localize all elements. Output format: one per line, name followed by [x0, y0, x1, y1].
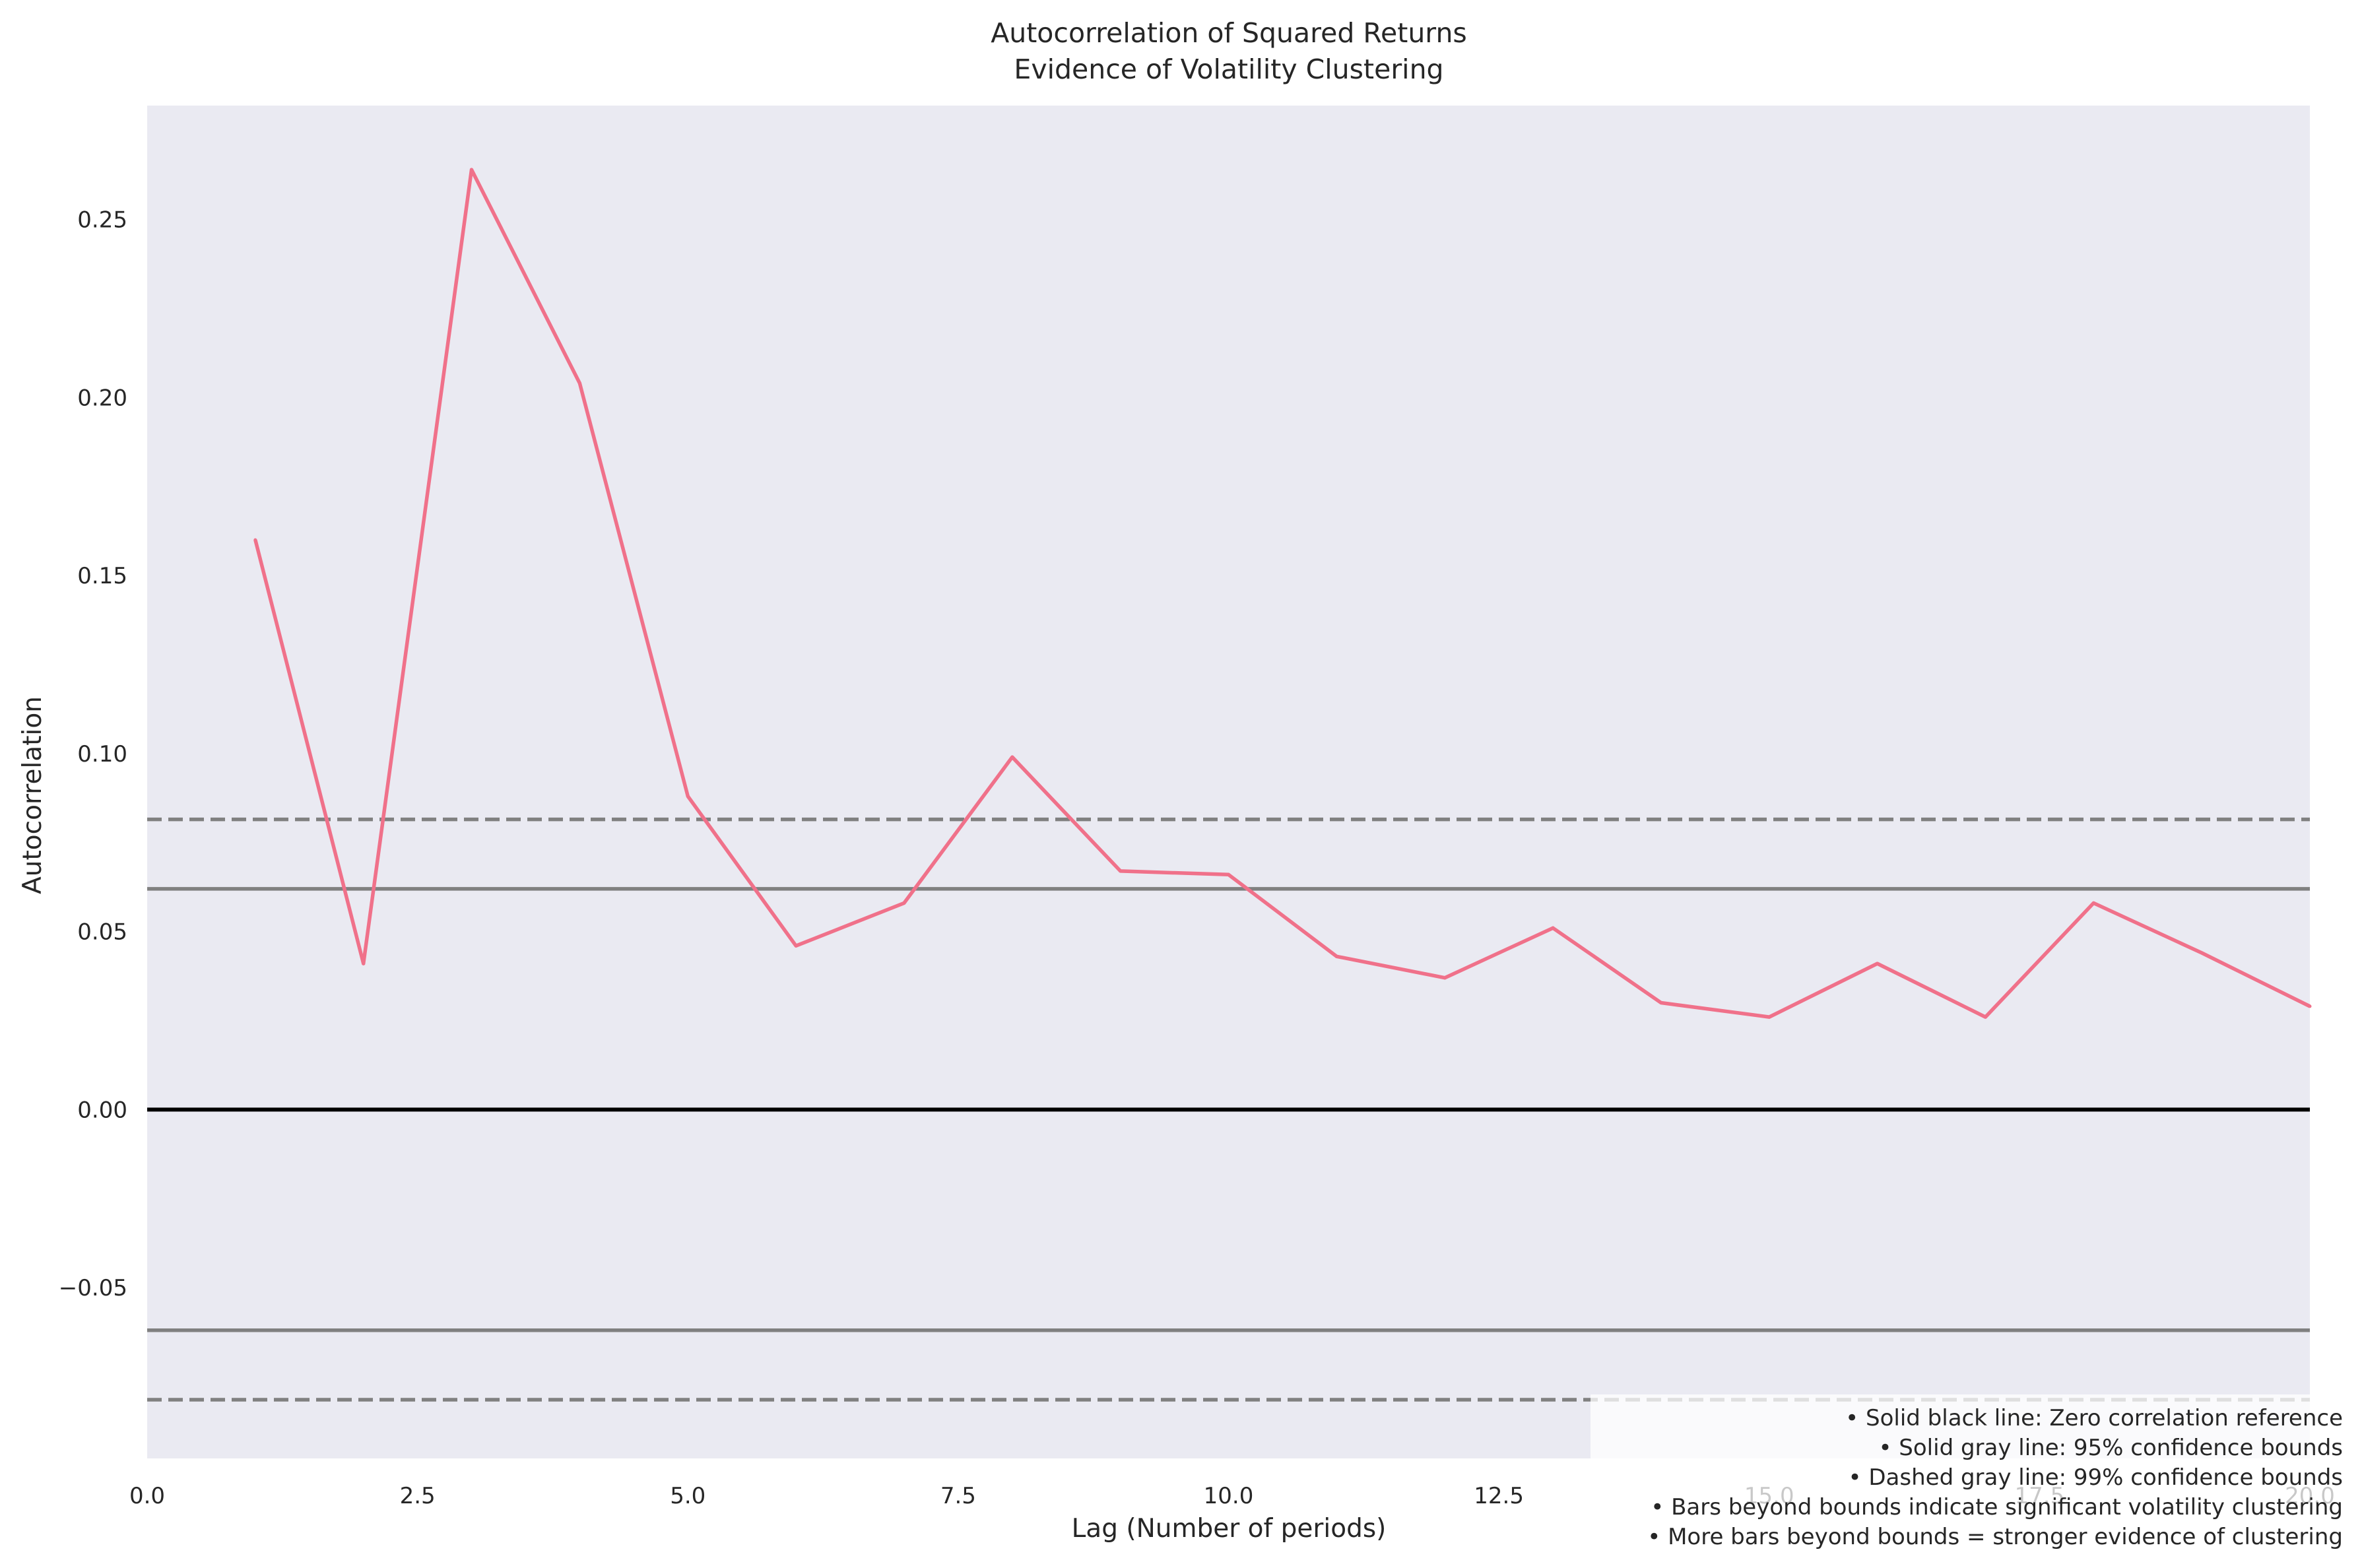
- data-point: [577, 381, 581, 385]
- data-point: [2200, 951, 2204, 955]
- data-point: [470, 168, 474, 172]
- series-layer: [253, 168, 2312, 1019]
- plot-area: [147, 106, 2310, 1458]
- x-tick-label: 7.5: [940, 1483, 976, 1509]
- y-tick-label: 0.05: [77, 919, 127, 946]
- annotation-line: • Solid gray line: 95% confidence bounds: [1878, 1435, 2343, 1461]
- annotation-line: • More bars beyond bounds = stronger evi…: [1647, 1524, 2343, 1550]
- annotation-background: [1591, 1394, 2349, 1561]
- data-point: [1767, 1015, 1771, 1019]
- y-tick-label: 0.15: [77, 563, 127, 589]
- series-line: [253, 168, 2311, 1019]
- x-tick-label: 10.0: [1204, 1483, 1254, 1509]
- x-axis-label: Lag (Number of periods): [1072, 1514, 1387, 1544]
- x-tick-label: 0.0: [129, 1483, 165, 1509]
- data-point: [794, 944, 798, 948]
- chart-subtitle-line: Evidence of Volatility Clustering: [1014, 53, 1443, 85]
- data-point: [1551, 926, 1555, 930]
- data-point: [1227, 872, 1230, 876]
- data-point: [902, 901, 906, 905]
- data-point: [362, 962, 366, 965]
- chart-title-line: Autocorrelation of Squared Returns: [991, 17, 1467, 49]
- data-point: [1334, 954, 1338, 958]
- x-tick-label: 12.5: [1474, 1483, 1524, 1509]
- annotation-line: • Solid black line: Zero correlation ref…: [1845, 1405, 2343, 1431]
- y-tick-label: −0.05: [59, 1275, 127, 1301]
- data-point: [1119, 869, 1123, 873]
- annotation-box: • Solid black line: Zero correlation ref…: [1591, 1394, 2349, 1561]
- data-point: [253, 538, 257, 542]
- data-point: [1443, 976, 1447, 980]
- y-tick-label: 0.20: [77, 385, 127, 411]
- x-tick-label: 2.5: [400, 1483, 436, 1509]
- y-axis-label: Autocorrelation: [18, 696, 48, 894]
- data-point: [1659, 1000, 1663, 1004]
- data-point: [1983, 1015, 1987, 1019]
- y-axis-ticks: −0.05 0.00 0.05 0.10 0.15 0.20 0.25: [59, 207, 127, 1301]
- data-point: [686, 795, 690, 799]
- x-tick-label: 5.0: [670, 1483, 705, 1509]
- y-tick-label: 0.25: [77, 207, 127, 234]
- data-point: [1010, 755, 1014, 759]
- y-tick-label: 0.10: [77, 741, 127, 768]
- annotation-line: • Bars beyond bounds indicate significan…: [1651, 1494, 2343, 1520]
- chart-title: Autocorrelation of Squared Returns Evide…: [991, 17, 1467, 85]
- data-point: [2308, 1004, 2312, 1008]
- data-point: [1876, 962, 1880, 965]
- annotation-line: • Dashed gray line: 99% confidence bound…: [1849, 1464, 2343, 1491]
- y-tick-label: 0.00: [77, 1097, 127, 1123]
- data-point: [2091, 901, 2095, 905]
